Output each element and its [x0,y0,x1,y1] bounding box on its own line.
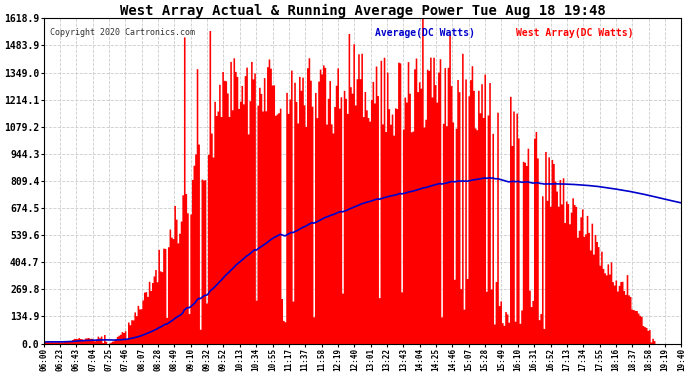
Title: West Array Actual & Running Average Power Tue Aug 18 19:48: West Array Actual & Running Average Powe… [119,4,605,18]
Text: West Array(DC Watts): West Array(DC Watts) [515,28,633,38]
Text: Copyright 2020 Cartronics.com: Copyright 2020 Cartronics.com [50,28,195,37]
Text: Average(DC Watts): Average(DC Watts) [375,28,475,38]
